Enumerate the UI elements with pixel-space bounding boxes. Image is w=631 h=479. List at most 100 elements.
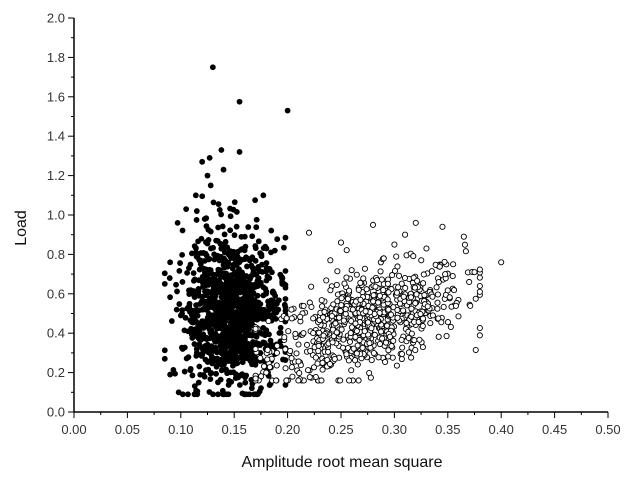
data-point-filled	[266, 382, 273, 389]
data-point-open	[385, 289, 392, 296]
data-point-open	[343, 247, 350, 254]
data-point-filled	[261, 340, 268, 347]
data-point-open	[342, 306, 349, 313]
data-point-filled	[205, 290, 212, 296]
data-point-open	[394, 306, 401, 314]
data-point-filled	[260, 192, 267, 199]
series-filled-points	[161, 64, 291, 398]
data-point-filled	[238, 233, 245, 240]
data-point-filled	[203, 239, 209, 246]
data-point-filled	[220, 245, 227, 252]
data-point-open	[476, 332, 483, 339]
data-point-filled	[242, 379, 249, 386]
data-point-open	[377, 268, 384, 275]
data-point-open	[498, 259, 505, 266]
data-point-open	[419, 322, 426, 330]
data-point-open	[345, 357, 352, 364]
data-point-open	[386, 333, 394, 340]
data-point-open	[300, 330, 307, 337]
data-point-filled	[190, 288, 197, 294]
data-point-filled	[282, 357, 289, 363]
axes	[68, 17, 609, 418]
x-tick-label: 0.25	[328, 422, 353, 437]
data-point-open	[252, 345, 259, 353]
data-point-open	[346, 287, 353, 294]
data-point-filled	[179, 307, 186, 314]
data-point-filled	[269, 269, 275, 276]
data-point-open	[393, 253, 400, 260]
data-point-open	[476, 266, 483, 273]
data-point-open	[310, 315, 317, 322]
data-point-filled	[219, 223, 226, 230]
data-point-open	[264, 346, 271, 354]
data-point-open	[321, 308, 328, 315]
data-point-filled	[244, 283, 251, 290]
data-point-filled	[190, 270, 197, 277]
data-point-filled	[225, 295, 232, 302]
data-point-open	[312, 354, 319, 361]
data-point-filled	[239, 359, 246, 366]
data-point-filled	[229, 308, 236, 315]
data-point-filled	[274, 236, 281, 243]
data-point-filled	[179, 279, 186, 285]
data-point-filled	[221, 352, 228, 359]
data-point-open	[353, 271, 360, 278]
data-point-filled	[183, 206, 190, 212]
data-point-open	[471, 269, 478, 276]
data-point-open	[332, 320, 339, 327]
data-point-filled	[268, 305, 275, 312]
data-point-filled	[217, 306, 224, 313]
data-point-open	[357, 296, 364, 303]
data-point-filled	[176, 268, 183, 274]
data-point-open	[442, 271, 449, 278]
data-point-filled	[249, 361, 255, 368]
data-point-filled	[265, 298, 271, 305]
data-point-filled	[242, 351, 248, 358]
data-point-filled	[199, 277, 206, 283]
data-point-open	[382, 358, 389, 366]
data-point-filled	[239, 288, 246, 295]
data-point-open	[283, 377, 290, 384]
data-point-open	[379, 335, 386, 342]
x-tick-label: 0.15	[222, 422, 247, 437]
data-point-open	[300, 302, 307, 310]
data-point-open	[391, 267, 399, 274]
x-tick-label: 0.30	[382, 422, 407, 437]
data-point-filled	[239, 269, 245, 276]
data-point-filled	[233, 209, 240, 215]
data-point-open	[411, 284, 418, 291]
data-point-open	[385, 353, 392, 360]
data-point-open	[339, 344, 347, 351]
data-point-open	[288, 306, 295, 313]
data-point-open	[346, 338, 354, 345]
data-point-open	[293, 350, 300, 357]
data-point-filled	[198, 353, 205, 359]
data-point-open	[362, 308, 369, 315]
data-point-open	[336, 314, 343, 321]
data-point-filled	[185, 391, 191, 398]
data-point-open	[408, 330, 415, 337]
data-point-open	[349, 306, 356, 313]
data-point-filled	[167, 371, 174, 378]
data-point-open	[330, 301, 337, 308]
data-point-open	[356, 336, 363, 344]
data-point-open	[390, 337, 397, 344]
data-point-filled	[202, 356, 209, 363]
data-point-filled	[167, 259, 174, 266]
data-point-open	[376, 292, 383, 299]
data-point-filled	[280, 244, 287, 251]
data-point-open	[388, 342, 395, 350]
data-point-filled	[222, 238, 229, 245]
data-point-filled	[218, 147, 225, 153]
data-point-open	[319, 359, 326, 366]
data-point-open	[337, 239, 345, 246]
data-point-open	[390, 304, 397, 311]
data-point-filled	[216, 312, 223, 319]
data-point-filled	[192, 245, 199, 252]
data-point-open	[266, 364, 273, 371]
data-point-filled	[228, 317, 234, 323]
data-point-open	[434, 299, 441, 306]
data-point-filled	[213, 363, 220, 370]
data-point-open	[337, 377, 344, 384]
data-point-open	[347, 329, 354, 337]
